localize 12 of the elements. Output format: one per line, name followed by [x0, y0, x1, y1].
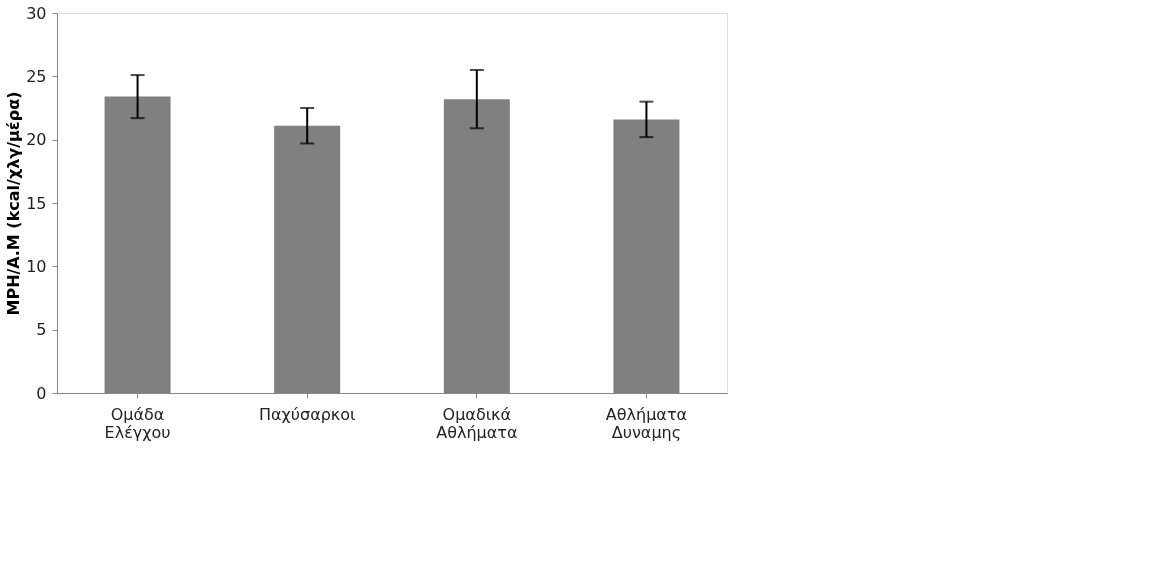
- y-tick-label: 0: [36, 383, 47, 403]
- x-tick-label: Αθλήματα Δυναμης: [605, 404, 688, 442]
- y-tick-label: 25: [26, 66, 47, 86]
- x-tick-label: Ομαδικά Αθλήματα: [436, 404, 518, 442]
- y-tick-label: 20: [26, 130, 47, 150]
- x-tick-label: Παχύσαρκοι: [258, 404, 356, 424]
- y-tick-label: 15: [26, 193, 47, 213]
- x-tick-label: Ομάδα Ελέγχου: [104, 404, 171, 442]
- y-tick-label: 10: [26, 256, 47, 276]
- y-tick-label: 5: [36, 320, 47, 340]
- y-axis-title: ΜΡΗ/Α.Μ (kcal/χλγ/μέρα): [4, 91, 24, 316]
- y-tick-label: 30: [26, 3, 47, 23]
